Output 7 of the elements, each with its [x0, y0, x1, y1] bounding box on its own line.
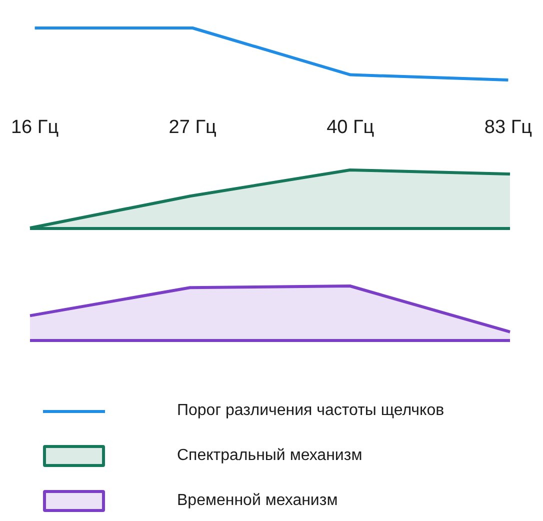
- x-tick-label: 83 Гц: [484, 117, 532, 138]
- x-tick-label: 16 Гц: [10, 117, 59, 138]
- x-tick-label: 27 Гц: [168, 117, 216, 138]
- x-tick-label: 40 Гц: [326, 117, 374, 138]
- text: Порог различения частоты щелчков: [177, 402, 444, 420]
- text: Временной механизм: [177, 492, 338, 510]
- text: Спектральный механизм: [177, 447, 362, 465]
